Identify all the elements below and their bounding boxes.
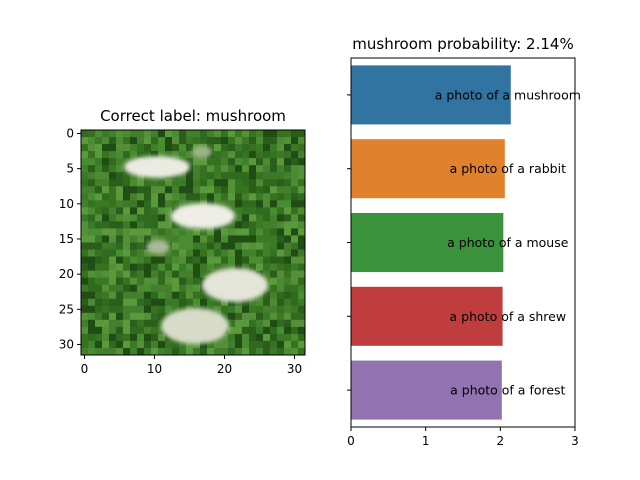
image-y-tick-label: 25 (59, 302, 74, 316)
image-y-tick-label: 0 (66, 127, 74, 141)
bar-x-axis: 0 1 2 3 (347, 427, 579, 448)
bar (351, 65, 511, 125)
bar (351, 286, 503, 346)
image-y-tick-label: 5 (66, 162, 74, 176)
image-x-tick-label: 20 (217, 362, 232, 376)
image-y-tick-label: 30 (59, 337, 74, 351)
bar-x-tick-label: 0 (347, 434, 355, 448)
image-panel: Correct label: mushroom 0 10 20 30 0 5 10 15 20… (59, 107, 306, 376)
image-title: Correct label: mushroom (100, 107, 286, 125)
image-frame (80, 129, 306, 356)
image-x-axis: 0 10 20 30 (81, 355, 302, 376)
bar-chart-title: mushroom probability: 2.14% (352, 35, 573, 53)
mushroom-image (81, 130, 305, 355)
image-y-axis: 0 5 10 15 20 25 30 (59, 127, 81, 351)
image-y-tick-label: 10 (59, 197, 74, 211)
bar-category-label: a photo of a mushroom (435, 87, 581, 102)
bar (351, 139, 505, 199)
image-y-tick-label: 15 (59, 232, 74, 246)
bar-y-axis (347, 94, 351, 391)
bar-category-label: a photo of a mouse (447, 235, 569, 250)
bar-x-tick-label: 1 (422, 434, 430, 448)
bar-category-label: a photo of a rabbit (450, 161, 566, 176)
bar (351, 360, 502, 420)
bar-category-label: a photo of a shrew (450, 309, 567, 324)
bar-x-tick-label: 2 (497, 434, 505, 448)
image-x-tick-label: 10 (147, 362, 162, 376)
bar-panel: mushroom probability: 2.14% a photo of a… (347, 35, 581, 448)
image-y-tick-label: 20 (59, 267, 74, 281)
bar (351, 212, 504, 273)
image-x-tick-label: 30 (287, 362, 302, 376)
bar-category-label: a photo of a forest (450, 383, 565, 398)
bar-x-tick-label: 3 (571, 434, 579, 448)
image-x-tick-label: 0 (81, 362, 89, 376)
